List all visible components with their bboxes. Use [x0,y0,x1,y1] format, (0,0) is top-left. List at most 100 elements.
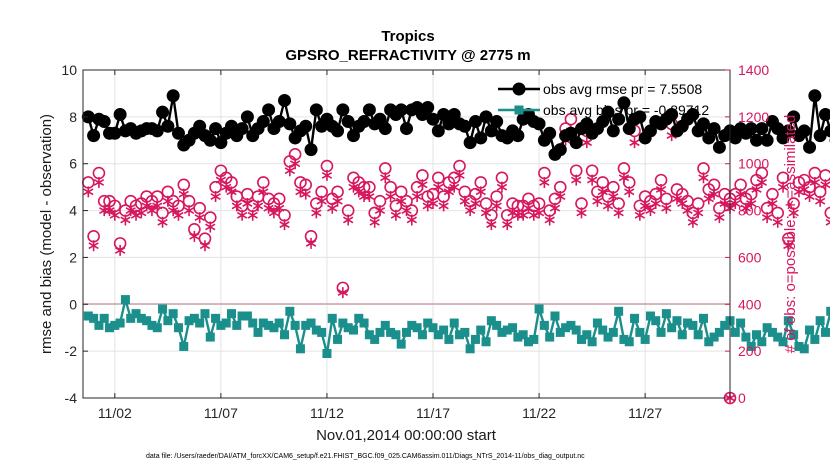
obs-avg-bias-point [269,323,279,333]
of-obs-possible-point [819,169,830,182]
obs-avg-bias-point [762,323,772,333]
obs-avg-bias-point [295,344,305,354]
obs-avg-bias-point [179,341,189,351]
of-obs-assimilated-point [698,172,709,184]
of-obs-assimilated-point [305,237,317,249]
obs-avg-bias-point [455,330,465,340]
of-obs-assimilated-point [364,191,375,203]
obs-avg-bias-point [736,318,746,328]
of-obs-possible-point [734,178,747,192]
obs-avg-bias-point [232,320,242,330]
obs-avg-rmse-point [474,131,488,145]
obs-avg-bias-point [147,320,157,330]
of-obs-assimilated-point [602,200,614,212]
rmse-bias-series [81,89,830,358]
obs-avg-bias-point [242,311,252,321]
of-obs-assimilated-point [708,188,720,200]
obs-avg-rmse-point [818,108,830,122]
obs-avg-bias-point [486,316,496,326]
obs-avg-bias-point [773,332,783,342]
obs-avg-bias-point [661,309,671,319]
obs-avg-rmse-point [569,136,583,150]
of-obs-assimilated-point [740,202,752,214]
of-obs-assimilated-point [433,181,444,193]
of-obs-assimilated-point [417,179,428,191]
obs-avg-rmse-point [803,140,817,154]
of-obs-possible-point [564,112,578,126]
of-obs-assimilated-point [804,191,815,203]
of-obs-assimilated-point [380,172,391,184]
of-obs-assimilated-point [555,191,566,203]
of-obs-assimilated-point [390,209,402,221]
obs-avg-bias-point [99,313,109,323]
y-axis-right-label: # of obs: o=possible; ∗=assimilated [782,115,799,354]
obs-avg-rmse-point [808,89,822,103]
obs-avg-bias-point [778,337,788,347]
of-obs-assimilated-point [608,191,619,203]
obs-avg-bias-point [412,323,422,333]
of-obs-assimilated-point [735,188,746,200]
of-obs-assimilated-point [639,200,651,212]
of-obs-assimilated-point [475,186,486,198]
y-left-tick-label: 6 [69,156,77,172]
of-obs-assimilated-point [650,198,661,210]
obs-avg-bias-point [158,304,168,314]
obs-avg-bias-point [688,320,698,330]
y-left-tick-label: -4 [65,390,78,406]
obs-avg-bias-point [513,332,523,342]
y-axis-left: -4 -2 0 2 4 6 8 10 [61,62,88,406]
obs-avg-bias-point [152,323,162,333]
obs-avg-rmse-point [336,103,350,117]
of-obs-assimilated-point [125,205,136,217]
obs-avg-bias-point [386,327,396,337]
of-obs-assimilated-point [353,186,364,198]
obs-avg-bias-point [614,306,624,316]
obs-avg-bias-point [258,318,268,328]
of-obs-assimilated-point [311,207,322,219]
of-obs-possible-point [808,166,822,180]
obs-avg-bias-point [730,327,740,337]
of-obs-assimilated-point [443,186,455,198]
obs-avg-rmse-point [633,110,647,124]
of-obs-assimilated-point [687,216,699,228]
y-right-tick-label: 1400 [738,62,769,78]
of-obs-assimilated-point [746,198,757,210]
x-tick-label: 11/22 [522,405,556,421]
of-obs-assimilated-point [83,186,94,198]
obs-avg-bias-point [693,330,703,340]
of-obs-assimilated-point [183,205,195,217]
obs-avg-rmse-point [203,133,217,147]
x-tick-label: 11/17 [416,405,450,421]
obs-avg-rmse-point [426,112,440,126]
of-obs-assimilated-point [268,207,280,219]
obs-avg-bias-point [698,313,708,323]
obs-avg-rmse-point [797,124,811,138]
obs-avg-bias-point [592,318,602,328]
of-obs-assimilated-point [221,181,232,193]
of-obs-assimilated-point [719,198,730,210]
obs-avg-bias-point [142,316,152,326]
y-axis-left-label: rmse and bias (model - observation) [38,114,55,354]
obs-avg-rmse-point [262,103,276,117]
obs-avg-bias-point [237,311,247,321]
of-obs-assimilated-point [321,169,333,181]
obs-avg-bias-point [667,323,677,333]
of-obs-assimilated-point [677,198,688,210]
y-left-tick-label: 2 [69,249,77,265]
obs-avg-bias-point [89,313,99,323]
of-obs-assimilated-point [374,205,386,217]
obs-avg-bias-point [211,313,221,323]
of-obs-assimilated-point [109,209,120,221]
of-obs-assimilated-point [279,219,290,231]
obs-avg-rmse-point [760,133,774,147]
of-obs-assimilated-point [247,209,258,221]
obs-avg-rmse-point [612,112,626,126]
obs-avg-bias-point [805,325,815,335]
obs-avg-bias-point [348,325,358,335]
of-obs-assimilated-point [210,191,221,203]
obs-avg-bias-point [518,330,528,340]
of-obs-assimilated-point [157,216,168,228]
of-obs-assimilated-point [136,207,147,219]
data-file-footnote: data file: /Users/raeder/DAI/ATM_forcXX/… [146,453,585,460]
obs-avg-bias-point [640,334,650,344]
